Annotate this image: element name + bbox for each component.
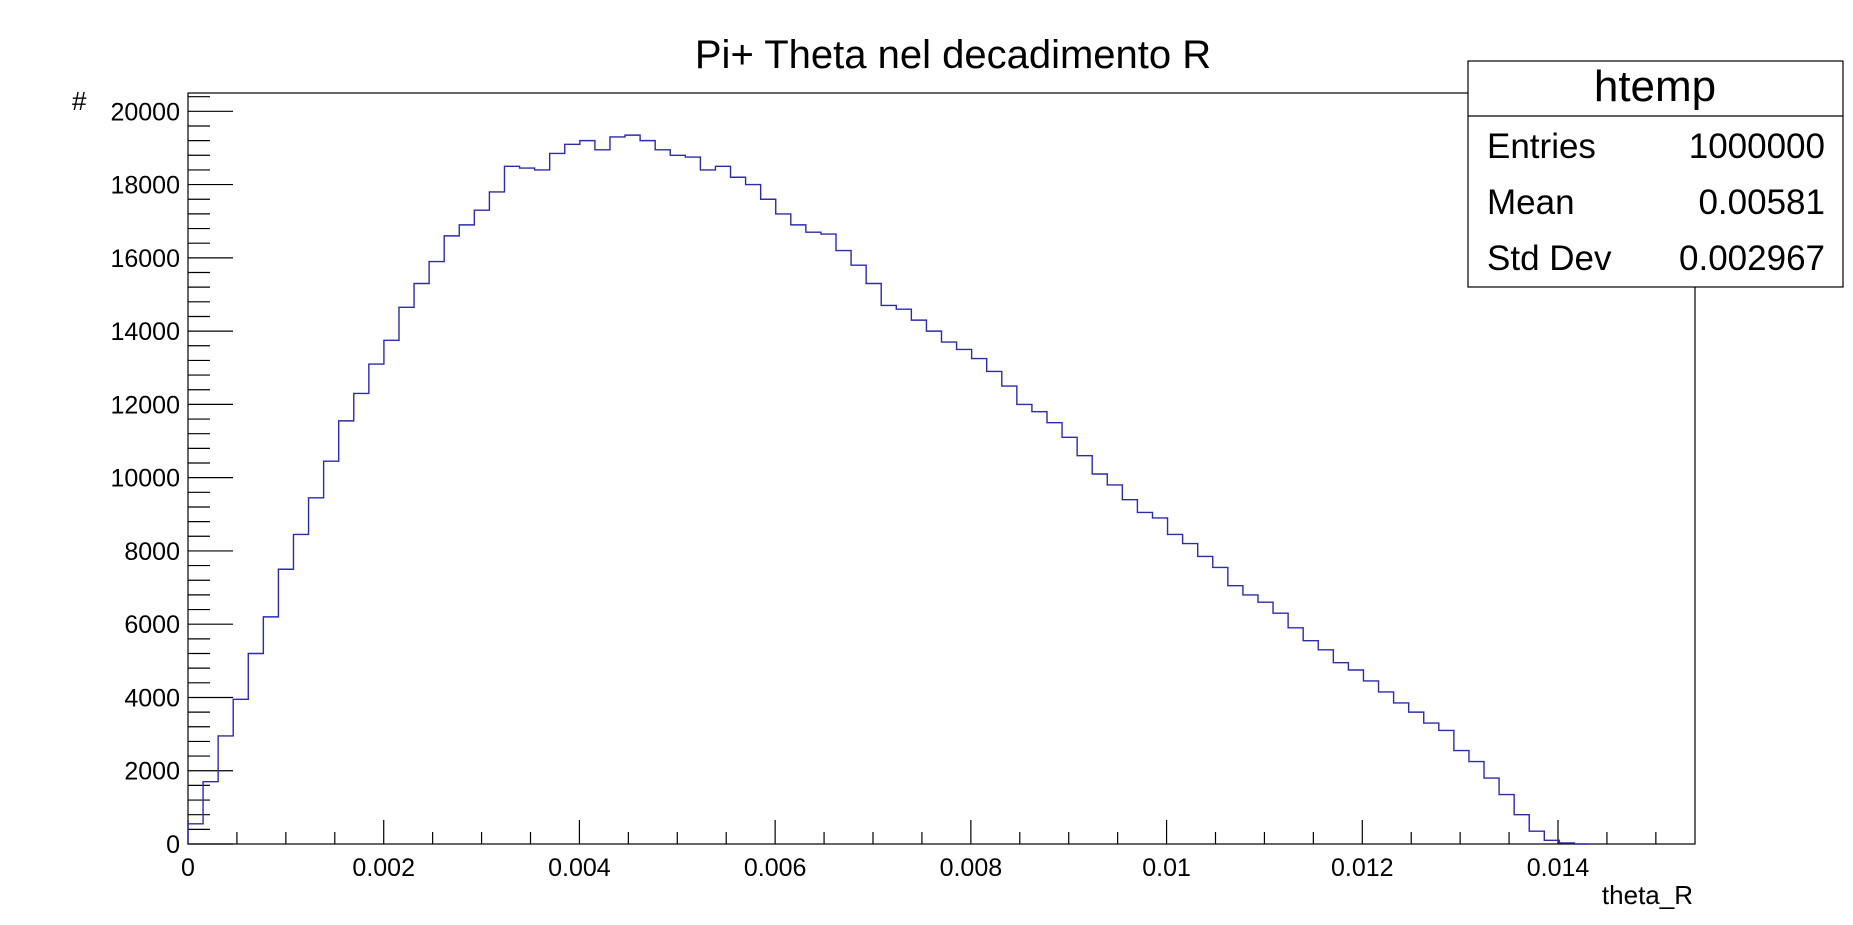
y-tick-label: 2000 xyxy=(124,758,180,786)
x-axis: 0 0.002 0.004 0.006 0.008 0.01 0.012 0.014 xyxy=(181,820,1657,882)
x-tick-label: 0.014 xyxy=(1527,854,1590,882)
y-tick-label: 10000 xyxy=(110,465,180,493)
x-tick-label: 0.004 xyxy=(548,854,611,882)
y-tick-label: 4000 xyxy=(124,684,180,712)
stats-mean-label: Mean xyxy=(1487,183,1575,222)
y-tick-label: 12000 xyxy=(110,391,180,419)
chart-title: Pi+ Theta nel decadimento R xyxy=(695,33,1211,77)
y-tick-label: 20000 xyxy=(110,98,180,126)
stats-stddev-label: Std Dev xyxy=(1487,239,1612,278)
y-tick-label: 6000 xyxy=(124,611,180,639)
stats-box-frame xyxy=(1467,60,1844,288)
y-tick-label: 16000 xyxy=(110,245,180,273)
y-axis: 0 2000 4000 6000 8000 10000 12000 14000 16000 180… xyxy=(110,96,233,859)
stats-box-title: htemp xyxy=(1594,62,1716,111)
y-tick-label: 14000 xyxy=(110,318,180,346)
y-tick-label: 18000 xyxy=(110,172,180,200)
x-tick-label: 0.008 xyxy=(940,854,1003,882)
y-tick-label: 0 xyxy=(166,831,180,859)
x-tick-label: 0 xyxy=(181,854,195,882)
x-tick-label: 0.006 xyxy=(744,854,807,882)
stats-entries-label: Entries xyxy=(1487,127,1596,166)
x-tick-label: 0.01 xyxy=(1142,854,1191,882)
stats-mean-value: 0.00581 xyxy=(1698,183,1825,222)
histogram-series xyxy=(187,134,1590,845)
y-axis-label: # xyxy=(72,86,87,116)
stats-box: htemp Entries 1000000 Mean 0.00581 Std D… xyxy=(1467,60,1844,288)
histogram-line xyxy=(187,134,1590,845)
y-tick-label: 8000 xyxy=(124,538,180,566)
plot-frame xyxy=(187,92,1696,845)
x-tick-label: 0.012 xyxy=(1331,854,1394,882)
x-axis-label: theta_R xyxy=(1602,880,1693,910)
stats-entries-value: 1000000 xyxy=(1689,127,1825,166)
x-tick-label: 0.002 xyxy=(352,854,415,882)
stats-stddev-value: 0.002967 xyxy=(1679,239,1825,278)
